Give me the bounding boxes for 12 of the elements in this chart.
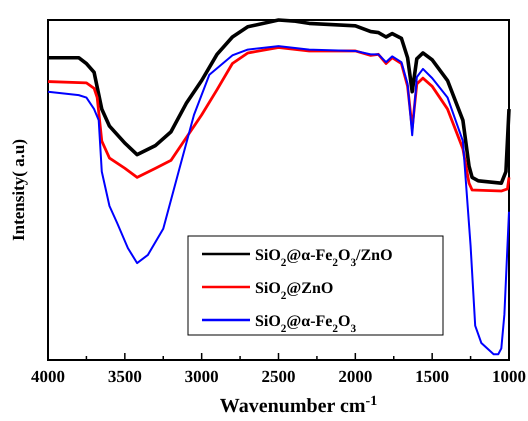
x-tick-label: 4000 xyxy=(31,367,65,386)
x-tick-label: 1500 xyxy=(415,367,450,386)
x-tick-label: 3500 xyxy=(108,367,142,386)
legend-label: SiO$_{2}$@α-Fe$_{2}$O$_{3}$ xyxy=(255,313,356,335)
y-axis-title: Intensity( a.u) xyxy=(9,138,28,242)
x-tick-label: 1000 xyxy=(492,367,526,386)
legend-label: SiO$_{2}$@α-Fe$_{2}$O$_{3}$/ZnO xyxy=(255,247,393,269)
x-tick-label: 2500 xyxy=(262,367,296,386)
x-axis-title: Wavenumber cm$^{-1}$ xyxy=(220,394,378,417)
x-tick-label: 3000 xyxy=(184,367,219,386)
x-tick-label: 2000 xyxy=(338,367,372,386)
legend-label: SiO$_{2}$@ZnO xyxy=(255,280,334,302)
